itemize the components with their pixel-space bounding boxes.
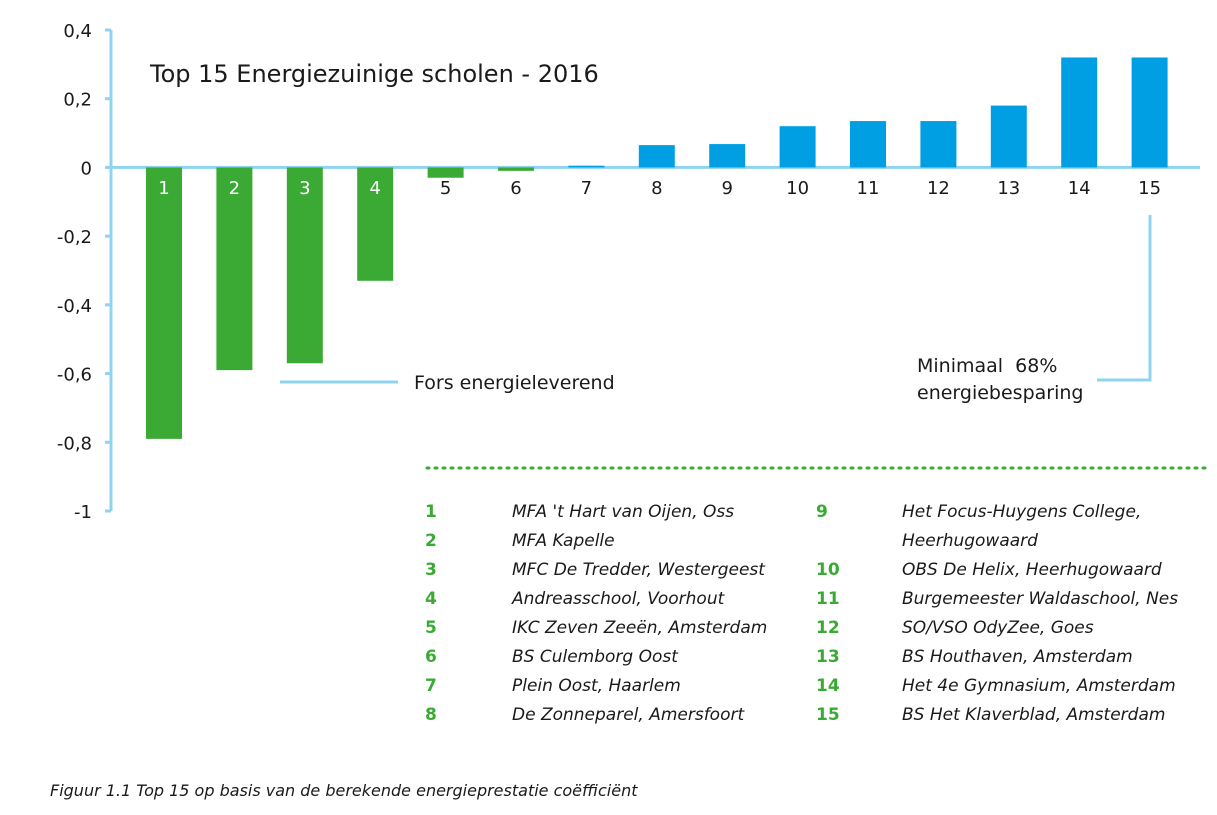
- legend-number-1: 1: [425, 502, 437, 522]
- legend-number-5: 5: [425, 618, 437, 638]
- y-tick-label: -0,2: [57, 227, 92, 248]
- bar-5: [427, 167, 464, 178]
- legend-school-5: IKC Zeven Zeeën, Amsterdam: [512, 618, 767, 638]
- legend-number-4: 4: [425, 589, 437, 609]
- bar-label-6: 6: [510, 178, 521, 199]
- legend-school-7: Plein Oost, Haarlem: [512, 676, 681, 696]
- bar-label-7: 7: [581, 178, 592, 199]
- legend-school-14: Het 4e Gymnasium, Amsterdam: [902, 676, 1176, 696]
- legend-number-8: 8: [425, 705, 437, 725]
- bar-10: [779, 126, 816, 168]
- legend-school-9: Het Focus-Huygens College,: [902, 502, 1141, 522]
- bar-label-9: 9: [721, 178, 732, 199]
- legend-school-8: De Zonneparel, Amersfoort: [512, 705, 745, 725]
- legend-school-2: MFA Kapelle: [512, 531, 615, 551]
- y-tick-label: -1: [74, 502, 92, 523]
- bar-14: [1061, 57, 1098, 168]
- annotation-leader-right: [1097, 215, 1152, 382]
- legend-school-13: BS Houthaven, Amsterdam: [902, 647, 1133, 667]
- bar-13: [990, 105, 1027, 168]
- annotation-minimaal-line1: Minimaal 68%: [917, 355, 1057, 377]
- bar-6: [498, 167, 534, 171]
- legend-number-7: 7: [425, 676, 437, 696]
- y-tick-label: 0,2: [63, 90, 92, 111]
- bar-4: [357, 167, 394, 281]
- legend-number-2: 2: [425, 531, 437, 551]
- bar-12: [920, 121, 957, 168]
- legend-school-3: MFC De Tredder, Westergeest: [512, 560, 766, 580]
- bar-9: [709, 144, 746, 168]
- legend-number-13: 13: [816, 647, 840, 667]
- legend-number-14: 14: [816, 676, 840, 696]
- legend-school-15: BS Het Klaverblad, Amsterdam: [902, 705, 1165, 725]
- bar-label-5: 5: [440, 178, 451, 199]
- bar-7: [568, 165, 605, 168]
- legend-school-11: Burgemeester Waldaschool, Nes: [902, 589, 1178, 609]
- bar-label-14: 14: [1068, 178, 1091, 199]
- legend-number-15: 15: [816, 705, 840, 725]
- legend: 1 MFA 't Hart van Oijen, Oss 2 MFA Kapelle 3…: [425, 502, 1178, 725]
- y-tick-label: -0,4: [57, 296, 92, 317]
- bar-8: [638, 145, 675, 168]
- bar-15: [1131, 57, 1168, 168]
- legend-school-9: Heerhugowaard: [902, 531, 1038, 551]
- legend-number-12: 12: [816, 618, 840, 638]
- legend-school-6: BS Culemborg Oost: [512, 647, 679, 667]
- bar-label-1: 1: [158, 178, 169, 199]
- y-tick-label: -0,8: [57, 433, 92, 454]
- y-tick-label: 0: [81, 158, 92, 179]
- bar-label-4: 4: [369, 178, 380, 199]
- annotation-fors-energieleverend: Fors energieleverend: [414, 372, 615, 394]
- bar-label-13: 13: [997, 178, 1020, 199]
- legend-number-9: 9: [816, 502, 828, 522]
- bar-1: [146, 167, 182, 439]
- y-tick-label: 0,4: [63, 21, 92, 42]
- legend-school-4: Andreasschool, Voorhout: [511, 589, 726, 609]
- bar-label-3: 3: [299, 178, 310, 199]
- bar-label-12: 12: [927, 178, 950, 199]
- legend-school-12: SO/VSO OdyZee, Goes: [902, 618, 1094, 638]
- bar-3: [286, 167, 323, 364]
- legend-number-10: 10: [816, 560, 840, 580]
- legend-number-6: 6: [425, 647, 437, 667]
- chart-title: Top 15 Energiezuinige scholen - 2016: [149, 60, 599, 88]
- bar-label-15: 15: [1138, 178, 1161, 199]
- figure-caption: Figuur 1.1 Top 15 op basis van de bereke…: [50, 781, 638, 800]
- bar-label-11: 11: [857, 178, 880, 199]
- bar-11: [850, 121, 886, 168]
- legend-school-10: OBS De Helix, Heerhugowaard: [902, 560, 1162, 580]
- bar-label-10: 10: [786, 178, 809, 199]
- bar-label-2: 2: [229, 178, 240, 199]
- legend-school-1: MFA 't Hart van Oijen, Oss: [512, 502, 734, 522]
- annotation-minimaal-line2: energiebesparing: [917, 382, 1083, 404]
- bars: 1 2 3 4 5 6 7 8 9 10 11 12 13 14 15: [146, 57, 1168, 439]
- legend-number-11: 11: [816, 589, 840, 609]
- bar-label-8: 8: [651, 178, 662, 199]
- y-tick-label: -0,6: [57, 365, 92, 386]
- legend-number-3: 3: [425, 560, 437, 580]
- bar-2: [216, 167, 253, 371]
